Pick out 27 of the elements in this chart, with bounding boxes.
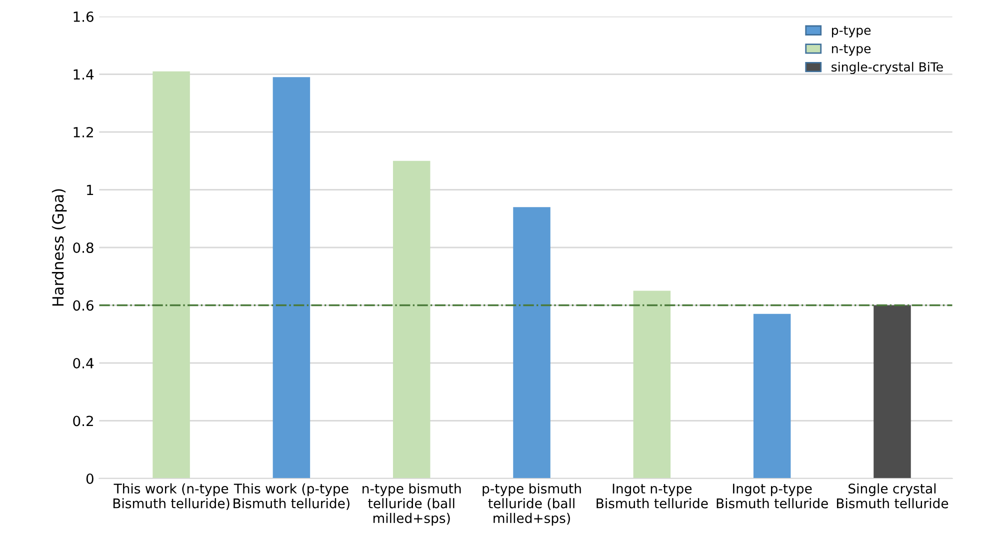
y-tick-label: 1.4	[74, 69, 94, 80]
y-axis-title: Hardness (Gpa)	[52, 189, 67, 306]
y-tick-label: 0.4	[73, 358, 94, 368]
x-tick-label: Single crystal Bismuth telluride	[836, 483, 948, 508]
x-tick-label: Ingot n-type Bismuth telluride	[596, 484, 708, 508]
x-tick-label: n-type bismuth telluride (ball milled+sps)	[362, 483, 461, 526]
x-tick-label: This work (p-type Bismuth telluride)	[234, 483, 350, 510]
bar	[513, 207, 550, 478]
x-tick-label: This work (n-type Bismuth telluride)	[113, 483, 230, 510]
legend-label: n-type	[832, 44, 871, 56]
bar	[633, 290, 671, 478]
bar	[152, 71, 190, 478]
y-tick-label: 0.6	[73, 300, 94, 311]
legend-label: p-type	[832, 26, 871, 38]
bar	[874, 305, 911, 478]
x-tick-label: p-type bismuth telluride (ball milled+sps)	[482, 483, 581, 526]
legend-label: single-crystal BiTe	[832, 62, 943, 74]
y-tick-label: 0.8	[73, 242, 94, 253]
bar	[272, 77, 310, 478]
x-tick-label: Ingot p-type Bismuth telluride	[716, 484, 828, 508]
y-tick-label: 0.2	[73, 416, 93, 426]
y-tick-label: 0	[86, 473, 94, 484]
bar	[753, 314, 791, 478]
y-tick-label: 1.6	[74, 11, 94, 22]
y-tick-label: 1.2	[74, 126, 93, 138]
y-tick-label: 1	[87, 184, 94, 196]
bar	[392, 160, 430, 478]
